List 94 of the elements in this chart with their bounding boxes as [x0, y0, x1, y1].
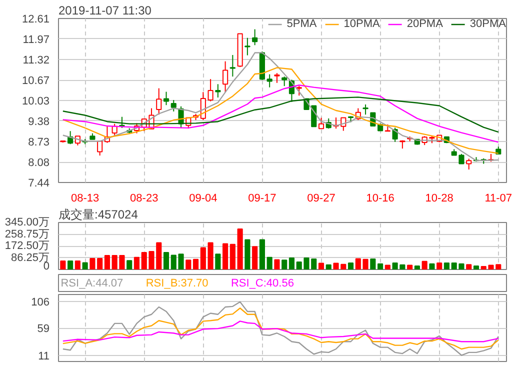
- bar: [348, 262, 354, 270]
- candlestick: [230, 54, 236, 78]
- y-tick-label: 8.08: [28, 157, 50, 170]
- bar: [163, 252, 170, 270]
- y-tick-label: 10.03: [22, 95, 50, 108]
- y-tick-label: 9.38: [28, 116, 50, 128]
- x-tick-label: 08-23: [130, 192, 158, 204]
- bar: [473, 265, 480, 270]
- y-tick-label: 8.73: [28, 136, 50, 149]
- y-tick-label: 10.67: [22, 75, 50, 88]
- line-series: [62, 308, 499, 350]
- bar: [252, 246, 258, 270]
- bar: [192, 258, 199, 270]
- bar: [68, 260, 74, 270]
- bar: [407, 264, 413, 270]
- bar: [74, 260, 80, 270]
- bar: [104, 254, 110, 270]
- candlestick: [215, 84, 221, 98]
- bar: [444, 262, 450, 270]
- x-tick-label: 10-16: [366, 192, 394, 204]
- candlestick: [156, 88, 162, 116]
- bar: [266, 256, 272, 270]
- candlestick: [362, 104, 368, 116]
- x-tick-label: 09-04: [189, 192, 218, 204]
- bar: [82, 262, 88, 270]
- line-series: [62, 96, 499, 133]
- y-tick-label: 12.61: [22, 14, 50, 26]
- y-tick-label: 11.97: [22, 34, 50, 46]
- bar: [259, 239, 265, 270]
- candlestick: [296, 86, 302, 96]
- legend-label: 30PMA: [470, 18, 506, 30]
- line-series: [62, 320, 499, 342]
- bar: [215, 254, 221, 270]
- legend-label: 5PMA: [286, 18, 317, 30]
- candlestick: [466, 158, 472, 170]
- x-tick-label: 09-17: [248, 192, 276, 204]
- bar: [244, 239, 250, 270]
- bar: [326, 264, 332, 270]
- bar: [208, 242, 214, 270]
- chart-title: 成交量:457024: [58, 208, 138, 222]
- bar: [422, 260, 428, 270]
- bar: [282, 260, 288, 270]
- bar: [414, 265, 420, 270]
- x-tick-label: 10-28: [425, 192, 454, 204]
- y-tick-label: 258.75万: [4, 228, 50, 240]
- candlestick: [170, 100, 176, 112]
- bar: [288, 258, 295, 270]
- text: RSI_A:44.07: [60, 278, 124, 290]
- candlestick: [274, 72, 280, 84]
- candlestick: [282, 76, 288, 87]
- bar: [237, 228, 243, 270]
- chart-title: 2019-11-07 11:30: [58, 4, 152, 18]
- line-series: [62, 52, 499, 162]
- y-tick-label: 7.44: [28, 178, 50, 190]
- candlestick: [163, 91, 170, 106]
- bar: [429, 263, 435, 270]
- bar: [466, 264, 472, 270]
- bar: [97, 258, 103, 270]
- bar: [378, 263, 384, 270]
- y-tick-label: 59: [37, 323, 50, 335]
- text: RSI_B:37.70: [146, 278, 208, 290]
- bar: [370, 258, 376, 270]
- bar: [186, 260, 192, 270]
- candlestick: [222, 60, 228, 93]
- candlestick: [266, 74, 272, 88]
- bar: [384, 264, 390, 270]
- bar: [436, 262, 442, 270]
- bar: [222, 243, 228, 270]
- x-tick-label: 09-27: [307, 192, 336, 204]
- candlestick: [208, 78, 214, 102]
- x-tick-label: 11-07: [484, 192, 512, 204]
- y-tick-label: 11.32: [22, 54, 50, 66]
- bar: [318, 262, 324, 270]
- bar: [230, 244, 236, 270]
- y-tick-label: 172.50万: [4, 240, 50, 252]
- line-series: [62, 301, 499, 356]
- bar: [134, 256, 140, 270]
- candlestick: [244, 37, 250, 56]
- bar: [60, 260, 66, 270]
- legend-label: 10PMA: [344, 18, 380, 30]
- bar: [126, 260, 132, 270]
- bar: [200, 247, 206, 270]
- x-tick-label: 08-13: [71, 192, 100, 204]
- bar: [90, 258, 96, 270]
- y-tick-label: 345.00万: [4, 216, 50, 228]
- text: RSI_C:40.56: [230, 278, 294, 290]
- bar: [274, 259, 280, 270]
- candlestick: [97, 140, 103, 156]
- legend-label: 20PMA: [406, 18, 443, 30]
- candlestick: [318, 117, 324, 130]
- line-series: [62, 84, 499, 143]
- candlestick: [252, 28, 258, 46]
- y-tick-label: 106: [31, 296, 50, 308]
- y-tick-label: 11: [38, 350, 50, 362]
